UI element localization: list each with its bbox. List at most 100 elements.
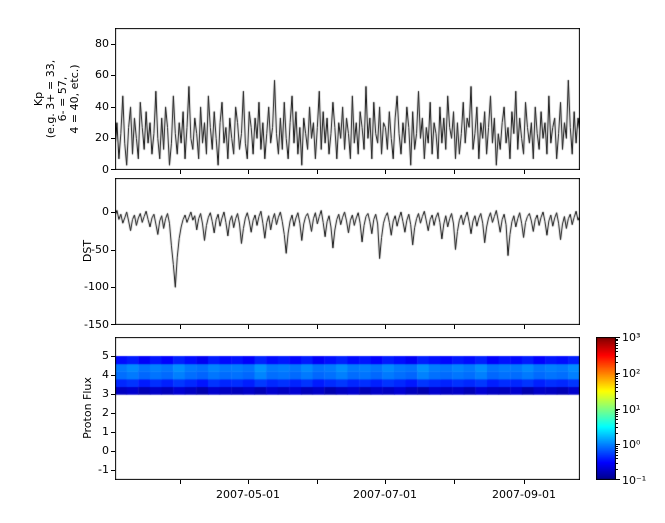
y-tick-label: -100 — [84, 280, 109, 293]
colorbar-tick-label: 10⁰ — [622, 438, 641, 451]
x-tick-mark — [180, 170, 181, 174]
colorbar-gradient — [596, 337, 616, 480]
colorbar-minor-tick-mark — [616, 452, 618, 453]
colorbar-minor-tick-mark — [616, 410, 618, 411]
x-tick-label: 2007-07-01 — [353, 488, 417, 501]
x-tick-mark — [248, 480, 249, 484]
y-tick-mark — [111, 432, 115, 433]
y-tick-label: 60 — [95, 68, 109, 81]
colorbar-minor-tick-mark — [616, 348, 618, 349]
colorbar-minor-tick-mark — [616, 351, 618, 352]
y-tick-mark — [111, 375, 115, 376]
colorbar-minor-tick-mark — [616, 384, 618, 385]
y-tick-mark — [111, 44, 115, 45]
dst-line-chart — [115, 178, 580, 325]
kp-line-chart — [115, 28, 580, 170]
x-tick-label: 2007-09-01 — [492, 488, 556, 501]
y-tick-label: -150 — [84, 318, 109, 331]
y-tick-mark — [111, 250, 115, 251]
colorbar-minor-tick-mark — [616, 463, 618, 464]
colorbar-minor-tick-mark — [616, 427, 618, 428]
y-tick-mark — [111, 451, 115, 452]
x-tick-mark — [317, 325, 318, 329]
x-tick-mark — [180, 325, 181, 329]
colorbar-minor-tick-mark — [616, 455, 618, 456]
y-tick-label: 1 — [102, 425, 109, 438]
colorbar-tick-mark — [616, 337, 620, 338]
proton-flux-spectrogram — [115, 337, 580, 480]
x-tick-mark — [180, 480, 181, 484]
y-tick-label: -1 — [98, 463, 109, 476]
y-tick-label: 80 — [95, 37, 109, 50]
x-tick-label: 2007-05-01 — [216, 488, 280, 501]
x-tick-mark — [385, 325, 386, 329]
colorbar-minor-tick-mark — [616, 433, 618, 434]
colorbar-minor-tick-mark — [616, 391, 618, 392]
y-tick-mark — [111, 75, 115, 76]
colorbar-tick-label: 10² — [622, 367, 641, 380]
y-tick-label: 4 — [102, 368, 109, 381]
colorbar-tick-mark — [616, 373, 620, 374]
y-tick-label: 0 — [102, 205, 109, 218]
y-tick-mark — [111, 470, 115, 471]
y-tick-label: 40 — [95, 100, 109, 113]
colorbar-tick-mark — [616, 479, 620, 480]
colorbar-minor-tick-mark — [616, 343, 618, 344]
colorbar-minor-tick-mark — [616, 414, 618, 415]
colorbar-tick-mark — [616, 444, 620, 445]
y-tick-label: 2 — [102, 406, 109, 419]
colorbar-minor-tick-mark — [616, 423, 618, 424]
y-tick-mark — [111, 394, 115, 395]
colorbar-minor-tick-mark — [616, 416, 618, 417]
colorbar-minor-tick-mark — [616, 412, 618, 413]
x-tick-mark — [248, 170, 249, 174]
x-tick-mark — [385, 170, 386, 174]
colorbar-tick-label: 10⁻¹ — [622, 474, 647, 487]
y-tick-label: 0 — [102, 444, 109, 457]
colorbar-minor-tick-mark — [616, 356, 618, 357]
x-tick-mark — [454, 325, 455, 329]
colorbar-minor-tick-mark — [616, 378, 618, 379]
colorbar-minor-tick-mark — [616, 398, 618, 399]
x-tick-mark — [385, 480, 386, 484]
x-tick-mark — [248, 325, 249, 329]
x-tick-mark — [317, 480, 318, 484]
colorbar-minor-tick-mark — [616, 419, 618, 420]
colorbar-minor-tick-mark — [616, 446, 618, 447]
y-tick-label: 20 — [95, 131, 109, 144]
colorbar-minor-tick-mark — [616, 381, 618, 382]
x-tick-mark — [524, 170, 525, 174]
colorbar-minor-tick-mark — [616, 374, 618, 375]
colorbar-tick-label: 10³ — [622, 331, 641, 344]
x-tick-mark — [317, 170, 318, 174]
y-tick-label: -50 — [91, 243, 109, 256]
y-tick-mark — [111, 169, 115, 170]
colorbar-minor-tick-mark — [616, 458, 618, 459]
x-tick-mark — [454, 480, 455, 484]
y-tick-mark — [111, 413, 115, 414]
colorbar-minor-tick-mark — [616, 345, 618, 346]
colorbar-minor-tick-mark — [616, 448, 618, 449]
colorbar-minor-tick-mark — [616, 376, 618, 377]
colorbar-minor-tick-mark — [616, 339, 618, 340]
colorbar-minor-tick-mark — [616, 362, 618, 363]
y-tick-label: 0 — [102, 163, 109, 176]
colorbar-minor-tick-mark — [616, 387, 618, 388]
y-tick-mark — [111, 356, 115, 357]
x-tick-mark — [524, 480, 525, 484]
colorbar-tick-label: 10¹ — [622, 403, 641, 416]
y-tick-mark — [111, 287, 115, 288]
y-tick-label: 5 — [102, 349, 109, 362]
y-tick-mark — [111, 212, 115, 213]
colorbar-minor-tick-mark — [616, 450, 618, 451]
y-tick-mark — [111, 138, 115, 139]
x-tick-mark — [524, 325, 525, 329]
colorbar-tick-mark — [616, 409, 620, 410]
y-tick-label: 3 — [102, 387, 109, 400]
y-tick-mark — [111, 107, 115, 108]
colorbar-minor-tick-mark — [616, 469, 618, 470]
colorbar-minor-tick-mark — [616, 340, 618, 341]
x-tick-mark — [454, 170, 455, 174]
y-tick-mark — [111, 324, 115, 325]
